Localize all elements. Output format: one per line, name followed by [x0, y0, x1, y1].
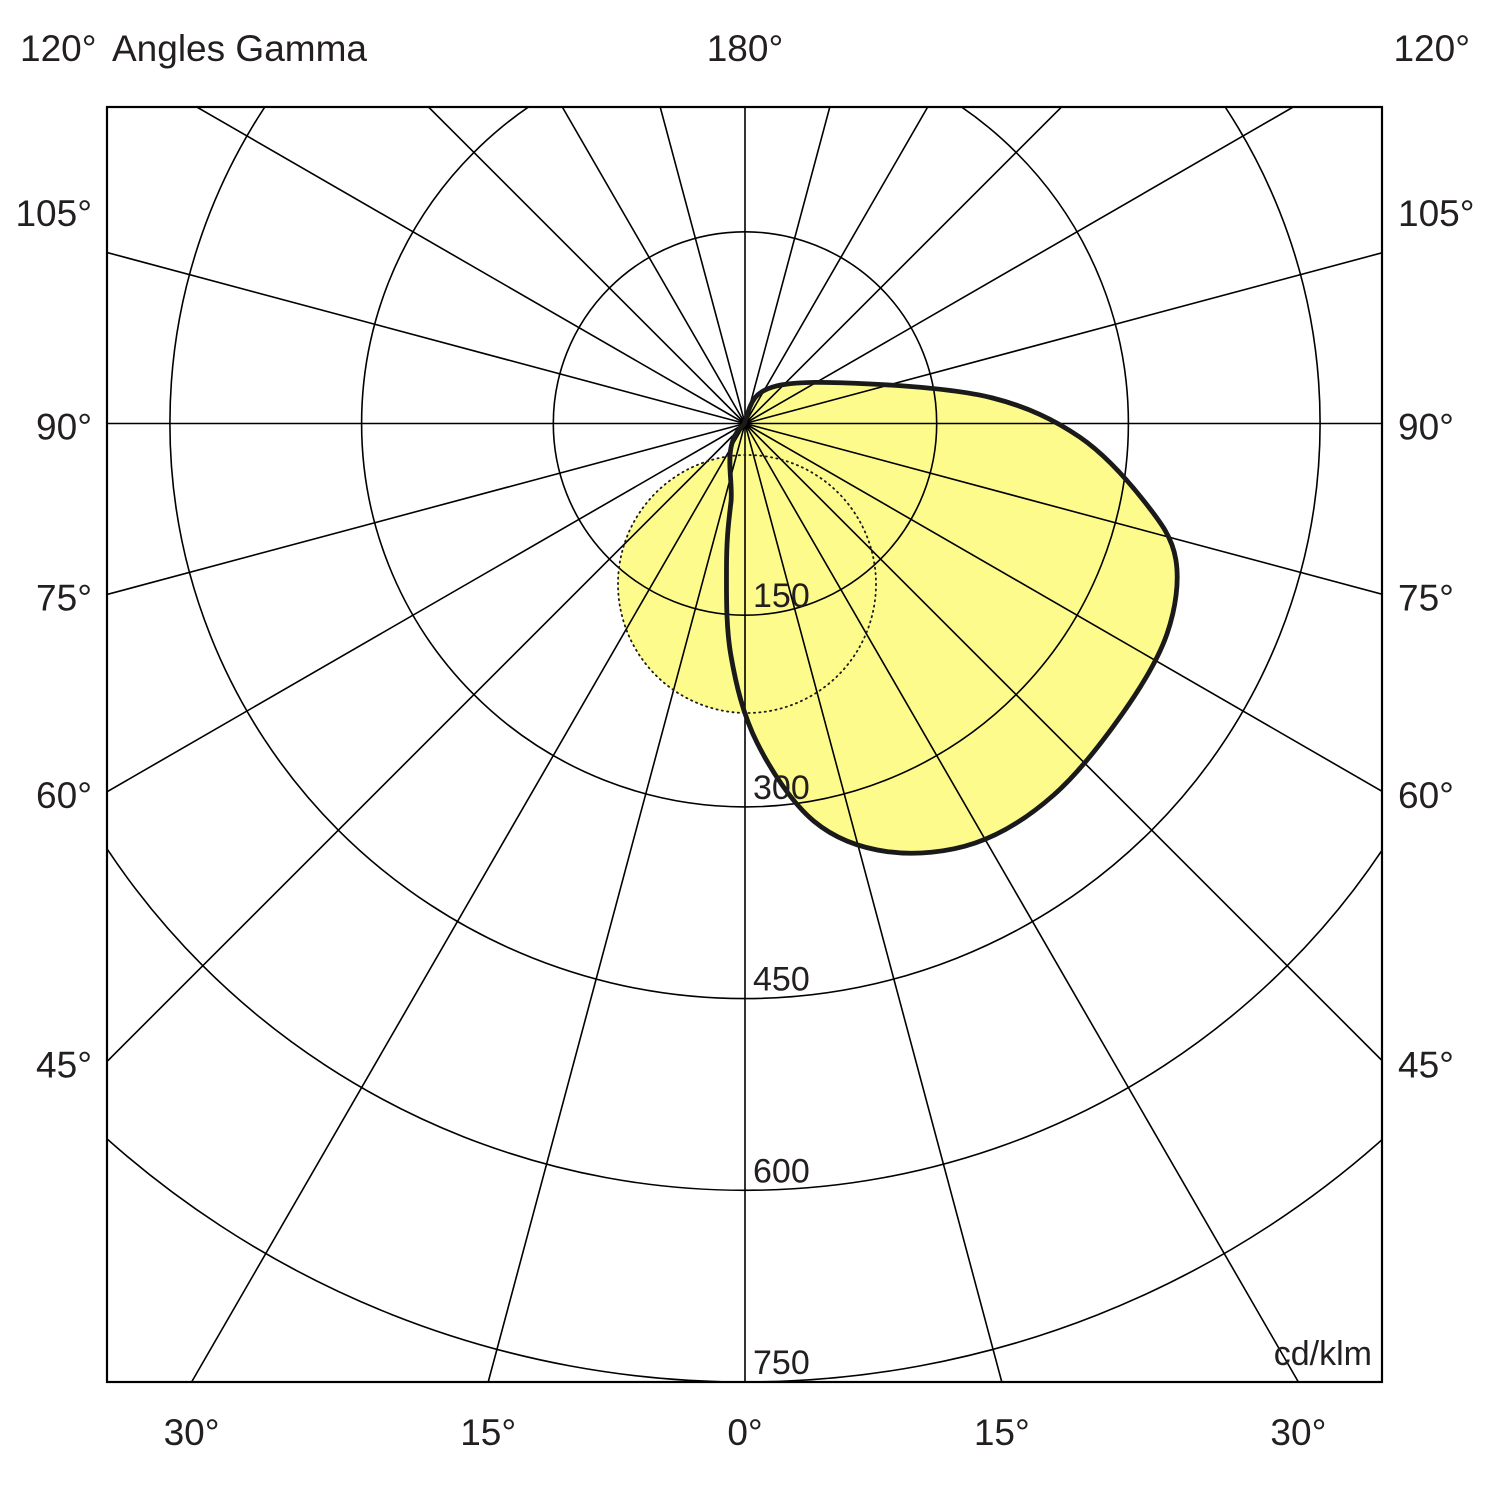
svg-text:105°: 105° — [1398, 193, 1475, 234]
svg-text:60°: 60° — [1398, 775, 1454, 816]
svg-text:90°: 90° — [1398, 407, 1454, 448]
svg-text:45°: 45° — [1398, 1045, 1454, 1086]
svg-text:750: 750 — [753, 1344, 810, 1382]
svg-text:75°: 75° — [36, 578, 92, 619]
svg-text:0°: 0° — [727, 1412, 762, 1453]
svg-text:180°: 180° — [707, 28, 784, 69]
svg-text:30°: 30° — [164, 1412, 220, 1453]
svg-text:cd/klm: cd/klm — [1274, 1335, 1372, 1373]
svg-text:15°: 15° — [460, 1412, 516, 1453]
svg-text:45°: 45° — [36, 1045, 92, 1086]
svg-text:105°: 105° — [15, 193, 92, 234]
svg-text:15°: 15° — [974, 1412, 1030, 1453]
svg-text:450: 450 — [753, 961, 810, 999]
svg-text:120°: 120° — [20, 28, 97, 69]
svg-text:60°: 60° — [36, 775, 92, 816]
svg-text:Angles Gamma: Angles Gamma — [112, 28, 367, 69]
svg-text:300: 300 — [753, 769, 810, 807]
svg-text:600: 600 — [753, 1152, 810, 1190]
svg-text:75°: 75° — [1398, 578, 1454, 619]
svg-text:120°: 120° — [1393, 28, 1470, 69]
svg-text:150: 150 — [753, 577, 810, 615]
svg-text:90°: 90° — [36, 407, 92, 448]
svg-text:30°: 30° — [1270, 1412, 1326, 1453]
